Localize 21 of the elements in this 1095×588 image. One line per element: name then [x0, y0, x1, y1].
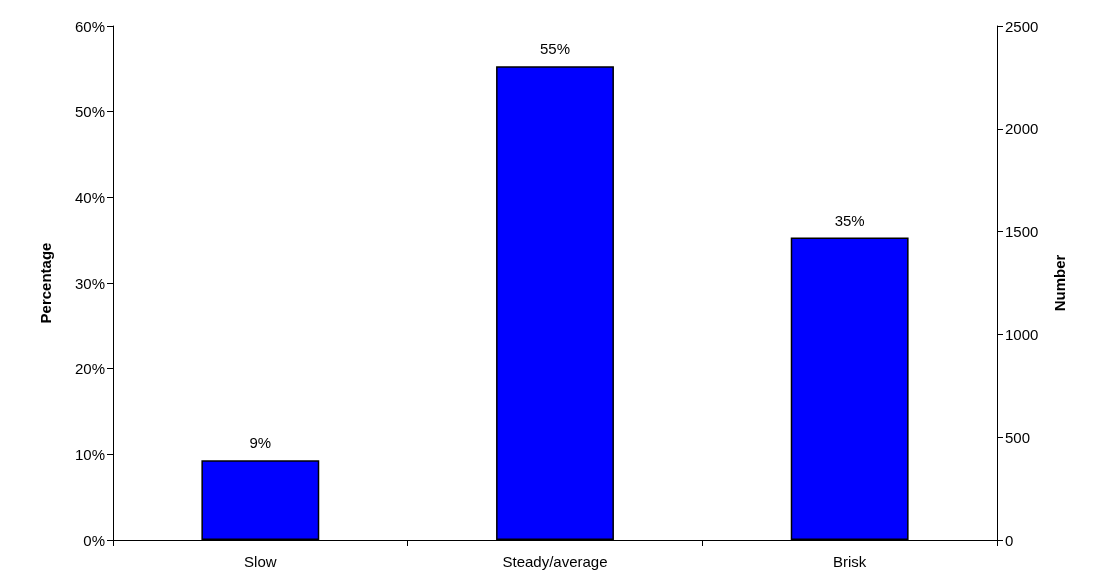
- y2-tick-label: 500: [1005, 428, 1031, 446]
- y-tick-label: 30%: [74, 274, 105, 292]
- y2-tick-label: 0: [1005, 531, 1014, 549]
- data-label: 55%: [539, 40, 571, 58]
- data-label: 35%: [834, 211, 865, 229]
- y2-axis-title: Number: [1051, 254, 1068, 312]
- x-tick-label: Slow: [244, 553, 277, 570]
- x-tick-label: Brisk: [832, 553, 867, 570]
- x-tick-label: Steady/average: [502, 553, 608, 570]
- y2-tick-label: 1500: [1005, 223, 1039, 241]
- y-axis-title: Percentage: [37, 242, 54, 324]
- y-tick-label: 0%: [83, 531, 105, 549]
- y2-tick-label: 1000: [1005, 325, 1039, 343]
- y-tick-label: 50%: [74, 103, 105, 121]
- y2-tick-label: 2000: [1005, 120, 1039, 138]
- y-tick-label: 10%: [74, 445, 105, 463]
- y-tick-label: 60%: [74, 17, 105, 35]
- y-tick-label: 40%: [74, 188, 105, 206]
- y-tick-label: 20%: [74, 360, 105, 378]
- y2-tick-label: 2500: [1005, 17, 1039, 35]
- data-label: 9%: [249, 434, 272, 452]
